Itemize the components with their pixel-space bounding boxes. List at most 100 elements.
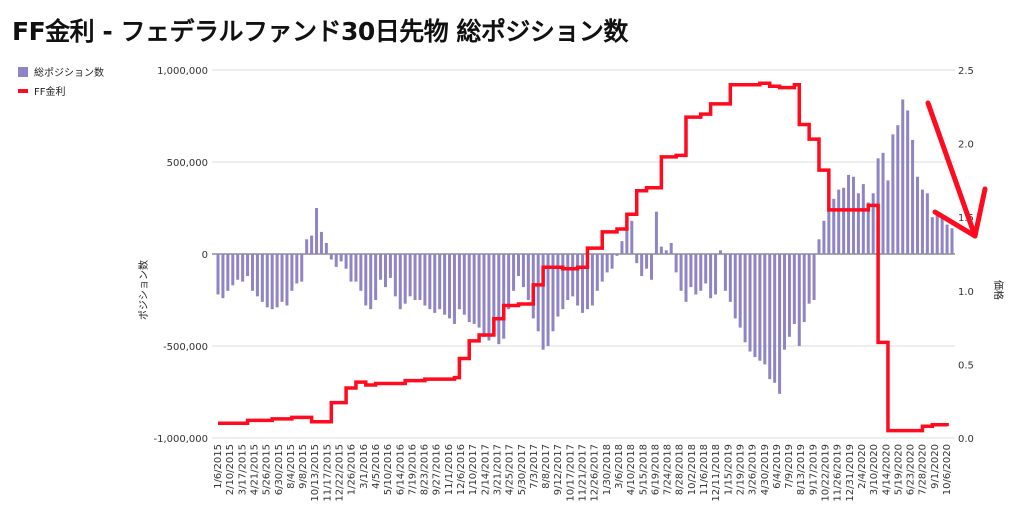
position-bar (901, 99, 905, 254)
position-bar (324, 242, 328, 254)
legend-item-positions: 総ポジション数 (18, 64, 104, 79)
x-tick-label: 5/30/2017 (517, 444, 528, 495)
position-bar (620, 241, 624, 254)
x-tick-label: 10/6/2020 (942, 444, 953, 495)
x-tick-label: 7/19/2016 (407, 444, 418, 495)
position-bar (635, 254, 639, 264)
position-bar (369, 254, 373, 310)
position-bar (364, 254, 368, 306)
position-bar (408, 254, 412, 297)
position-bar (329, 254, 333, 260)
position-bar (236, 254, 240, 280)
x-tick-label: 3/21/2017 (492, 444, 503, 495)
x-tick-label: 8/23/2016 (420, 444, 431, 495)
x-tick-label: 7/3/2017 (529, 444, 540, 489)
position-bar (738, 254, 742, 328)
left-tick-label: -500,000 (163, 342, 208, 353)
position-bar (310, 235, 314, 254)
position-bar (566, 254, 570, 300)
position-bar (891, 134, 895, 254)
position-bar (418, 254, 422, 300)
position-bar (581, 254, 585, 313)
position-bar (403, 254, 407, 304)
position-bar (699, 254, 703, 291)
position-bar (728, 254, 732, 302)
position-bar (640, 254, 644, 277)
position-bar (521, 254, 525, 288)
x-tick-label: 10/17/2017 (565, 444, 576, 502)
position-bar (482, 254, 486, 337)
position-bar (645, 254, 649, 269)
legend-label-positions: 総ポジション数 (34, 68, 104, 79)
x-tick-label: 4/21/2015 (249, 444, 260, 495)
position-bar (674, 254, 678, 273)
left-tick-label: 1,000,000 (157, 66, 208, 77)
position-bar (704, 254, 708, 284)
position-bar (832, 198, 836, 254)
position-bar (920, 189, 924, 254)
position-bar (733, 254, 737, 319)
position-bar (423, 254, 427, 306)
x-tick-label: 2/14/2017 (480, 444, 491, 495)
legend-swatch-line (18, 88, 28, 93)
position-bar (684, 254, 688, 302)
position-bar (319, 231, 323, 254)
position-bar (305, 239, 309, 254)
position-bar (556, 254, 560, 317)
x-tick-label: 3/6/2018 (614, 444, 625, 489)
position-bar (585, 254, 589, 310)
position-bar (497, 254, 501, 345)
x-tick-label: 4/14/2020 (881, 444, 892, 495)
position-bar (546, 254, 550, 346)
position-bar (709, 254, 713, 299)
position-bar (615, 254, 619, 256)
x-tick-label: 11/21/2017 (578, 444, 589, 502)
position-bar (295, 254, 299, 284)
x-tick-label: 3/26/2019 (748, 444, 759, 495)
x-tick-label: 9/12/2017 (553, 444, 564, 495)
position-bar (881, 152, 885, 254)
position-bar (334, 254, 338, 267)
x-tick-label: 10/22/2019 (821, 444, 832, 502)
position-bar (571, 254, 575, 297)
x-tick-label: 1/15/2019 (723, 444, 734, 495)
x-tick-label: 5/19/2020 (893, 444, 904, 495)
x-tick-label: 11/17/2015 (322, 444, 333, 502)
x-tick-label: 12/11/2018 (711, 444, 722, 502)
legend-label-ff-rate: FF金利 (34, 87, 66, 98)
x-tick-label: 4/25/2017 (505, 444, 516, 495)
position-bar (792, 254, 796, 324)
position-bar (768, 254, 772, 380)
position-bar (659, 246, 663, 254)
position-bar (689, 254, 693, 288)
right-tick-label: 1.5 (958, 213, 974, 224)
right-axis-title: 価格 (992, 280, 1005, 300)
position-bar (630, 220, 634, 254)
x-tick-label: 5/10/2016 (383, 444, 394, 495)
position-bar (551, 254, 555, 332)
x-tick-label: 9/8/2015 (298, 444, 309, 489)
x-tick-label: 3/1/2016 (359, 444, 370, 489)
x-tick-label: 1/10/2017 (468, 444, 479, 495)
right-tick-label: 2.5 (958, 66, 974, 77)
position-bar (383, 254, 387, 288)
left-tick-label: 500,000 (167, 158, 208, 169)
position-bar (512, 254, 516, 291)
x-tick-label: 10/2/2018 (687, 444, 698, 495)
position-bar (669, 242, 673, 254)
position-bar (536, 254, 540, 332)
ff-rate-line (218, 81, 949, 433)
position-bar (896, 125, 900, 254)
position-bar (778, 254, 782, 394)
position-bar (516, 254, 520, 277)
position-bar (590, 254, 594, 306)
x-tick-label: 7/28/2020 (918, 444, 929, 495)
position-bar (866, 202, 870, 254)
x-tick-label: 10/13/2015 (310, 444, 321, 502)
position-bar (231, 254, 235, 286)
position-bar (290, 254, 294, 291)
position-bar (758, 254, 762, 361)
position-bar (492, 254, 496, 334)
position-bar (275, 254, 279, 308)
position-bar (916, 176, 920, 254)
